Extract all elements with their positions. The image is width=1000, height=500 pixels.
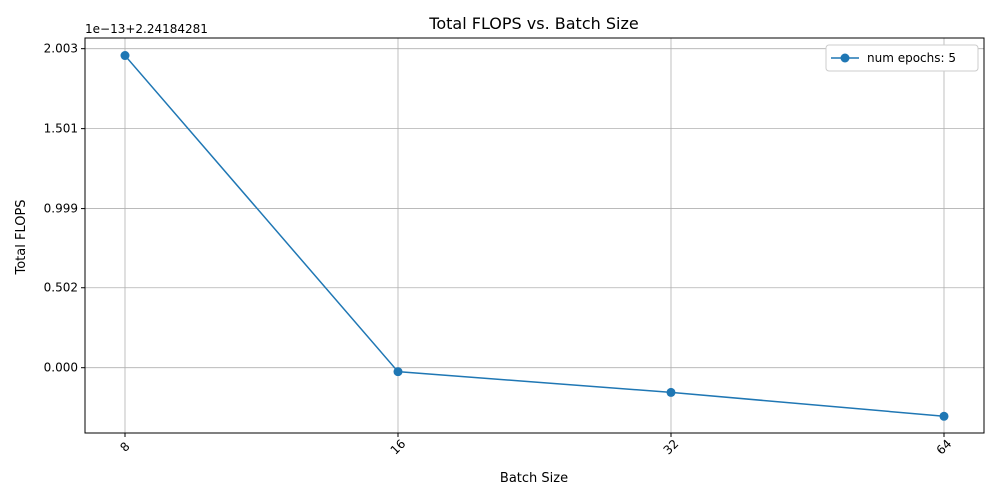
series-line [124, 55, 945, 418]
x-tick-label: 32 [661, 437, 682, 458]
y-axis-offset-label: 1e−13+2.24184281 [85, 22, 208, 36]
data-point [939, 411, 949, 421]
legend-marker-swatch [840, 53, 850, 63]
data-point [120, 51, 130, 61]
x-tick-label: 64 [934, 437, 955, 458]
plot-frame [84, 37, 985, 434]
data-point [393, 367, 403, 377]
data-point [666, 387, 676, 397]
y-tick-label: 1.501 [44, 122, 78, 136]
x-axis-label: Batch Size [500, 471, 568, 486]
legend-box [825, 44, 979, 72]
x-tick-label: 8 [117, 439, 132, 454]
legend: num epochs: 5 [825, 44, 979, 72]
y-tick-label: 0.999 [44, 202, 78, 216]
series-layer [120, 51, 949, 421]
x-axis-ticks: 8 16 32 64 [117, 433, 954, 457]
y-tick-label: 0.502 [44, 281, 78, 295]
legend-entry-label: num epochs: 5 [867, 51, 956, 65]
y-tick-label: 0.000 [44, 361, 78, 375]
y-tick-label: 2.003 [44, 42, 78, 56]
grid-lines [85, 38, 984, 433]
y-axis-ticks: 0.000 0.502 0.999 1.501 2.003 [44, 42, 85, 375]
y-axis-label: Total FLOPS [14, 199, 29, 275]
chart-title: Total FLOPS vs. Batch Size [428, 14, 638, 33]
x-tick-label: 16 [388, 437, 409, 458]
